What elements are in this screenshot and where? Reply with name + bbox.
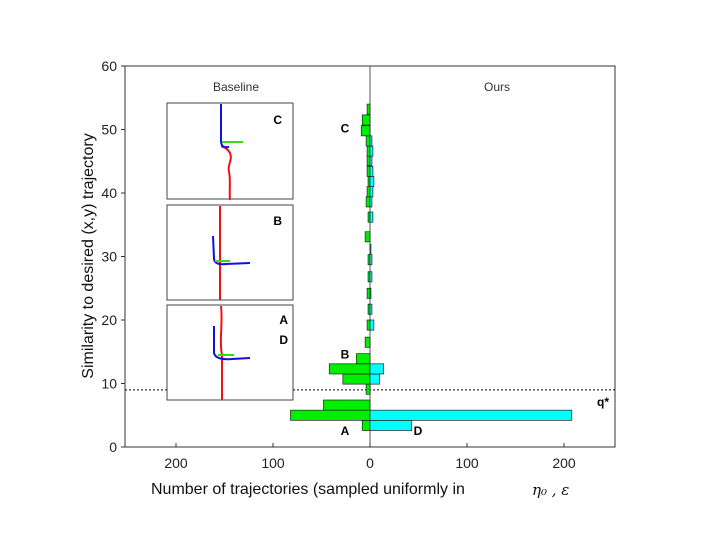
y-tick-label: 20 [101,312,117,328]
baseline-bar [366,319,371,331]
baseline-bar [366,145,371,157]
ours-bar [369,419,413,431]
ours-bar [369,287,372,299]
baseline-bar [290,409,371,421]
baseline-bar [364,231,371,243]
baseline-bar [361,419,371,431]
x-tick-label: 0 [366,455,374,471]
inset-label: B [273,214,282,228]
baseline-bar [365,196,371,208]
baseline-bar [365,383,371,395]
x-tick-label: 100 [455,455,479,471]
ours-bar [369,409,573,421]
x-ticks: 200 100 0 100 200 [164,443,576,471]
blue-trajectory [220,104,230,149]
x-tick-label: 200 [552,455,576,471]
ours-bar [369,303,373,315]
ours-bar [369,135,373,147]
y-tick-label: 40 [101,185,117,201]
x-axis-label-math: η₀ , ε [532,481,569,499]
bars [290,103,573,431]
inset-a: A D [166,304,294,401]
ours-bar [369,176,375,188]
ours-bar [369,155,373,167]
bar-annotation: D [414,424,423,438]
baseline-bar [366,287,371,299]
y-tick-label: 10 [101,376,117,392]
red-trajectory [219,305,223,400]
ours-bar [369,196,373,208]
ours-bar [369,319,375,331]
baseline-bar [366,186,371,198]
inset-label: A [279,313,288,327]
x-tick-label: 200 [164,455,188,471]
y-tick-label: 0 [109,439,117,455]
baseline-bar [364,336,371,348]
inset-label-secondary: D [279,333,288,347]
baseline-bar [361,114,371,126]
threshold-label: q* [597,395,609,409]
y-axis-label: Similarity to desired (x,y) trajectory [80,133,97,378]
baseline-bar [342,373,371,385]
baseline-bar [366,165,371,177]
ours-bar [369,186,374,198]
right-panel-title: Ours [484,80,510,94]
bar-annotations: A B C D [341,122,423,438]
x-axis-label: Number of trajectories (sampled uniforml… [151,481,465,498]
inset-label: C [273,113,282,127]
y-tick-label: 50 [101,122,117,138]
x-tick-label: 100 [261,455,285,471]
baseline-bar [366,155,371,167]
inset-b: B [166,204,294,301]
blue-trajectory [212,235,251,266]
inset-frame [166,304,294,401]
baseline-bar [356,353,371,365]
inset-frame [166,204,294,301]
ours-bar [369,145,374,157]
ours-bar [369,211,374,223]
bar-annotation: B [341,348,350,362]
left-panel-title: Baseline [213,80,259,94]
ours-bar [369,165,374,177]
baseline-bar [360,125,371,137]
ours-bar [369,244,372,255]
blue-trajectory [213,326,251,361]
ours-bar [369,373,381,385]
ours-bar [369,254,373,266]
baseline-bar [328,363,371,375]
y-tick-label: 30 [101,249,117,265]
inset-c: C [166,102,294,201]
y-ticks: 0 10 20 30 40 50 60 [101,58,125,455]
ours-bar [369,363,384,375]
baseline-bar [323,399,371,411]
y-tick-label: 60 [101,58,117,74]
bar-annotation: A [341,424,350,438]
bar-annotation: C [341,122,350,136]
baseline-bar [366,103,371,115]
baseline-bar [365,135,371,147]
ours-bar [369,271,373,283]
